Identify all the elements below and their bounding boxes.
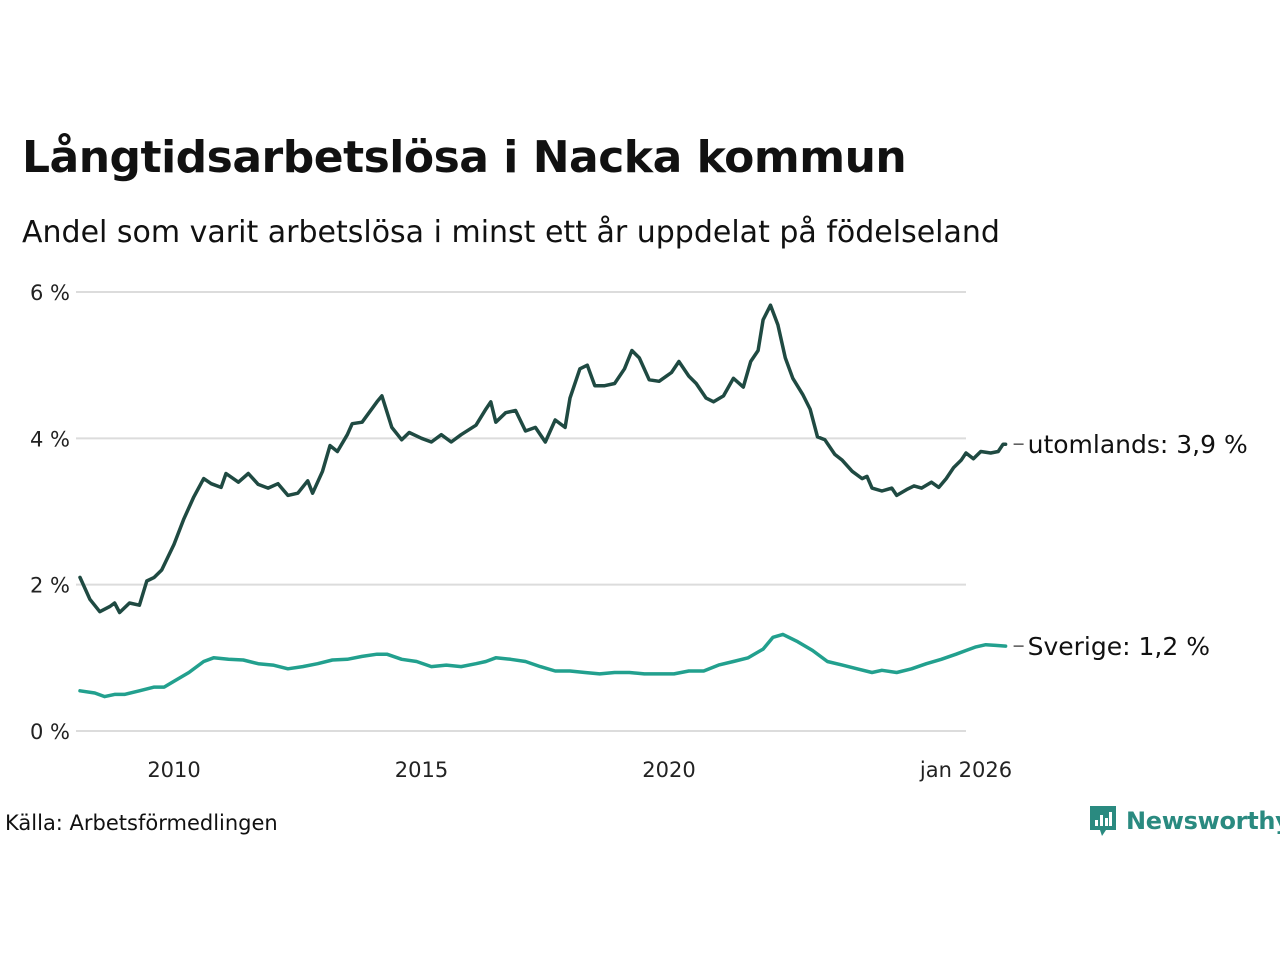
y-tick-label: 2 % [30, 574, 70, 598]
series-end-labels: utomlands: 3,9 % Sverige: 1,2 % [1013, 430, 1248, 661]
series-end-label: Sverige: 1,2 % [1028, 632, 1210, 661]
x-tick-label: 2015 [395, 758, 448, 782]
series-line-sverige [78, 632, 1008, 699]
chart-title: Långtidsarbetslösa i Nacka kommun [22, 132, 907, 183]
x-axis-tick-labels: 2010 2015 2020 jan 2026 [147, 758, 1012, 782]
y-tick-label: 4 % [30, 427, 70, 451]
y-tick-label: 6 % [30, 281, 70, 305]
chart-series [78, 303, 1008, 699]
x-tick-label: jan 2026 [919, 758, 1012, 782]
source-note: Källa: Arbetsförmedlingen [5, 811, 278, 835]
brand-name: Newsworthy [1126, 807, 1280, 835]
newsworthy-logo: Newsworthy [1088, 804, 1280, 838]
newsworthy-logo-icon [1090, 806, 1116, 836]
series-line-utomlands [78, 303, 1008, 615]
x-tick-label: 2010 [147, 758, 200, 782]
chart-gridlines [76, 291, 966, 732]
x-tick-label: 2020 [642, 758, 695, 782]
y-tick-label: 0 % [30, 720, 70, 744]
chart-subtitle: Andel som varit arbetslösa i minst ett å… [22, 215, 1000, 250]
series-end-label: utomlands: 3,9 % [1028, 430, 1248, 459]
y-axis-tick-labels: 0 % 2 % 4 % 6 % [30, 281, 70, 744]
